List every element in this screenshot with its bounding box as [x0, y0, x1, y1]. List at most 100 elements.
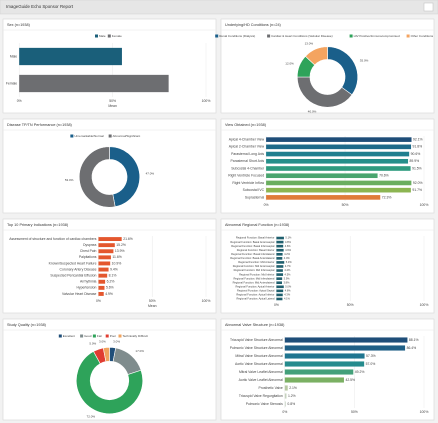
legend-label: HIV Positive/Immunocompromised: [354, 34, 400, 38]
legend-label: Renal Conditions (Dialysis): [219, 34, 255, 38]
x-tick-label: 50%: [342, 203, 349, 207]
x-tick-label: 0%: [264, 203, 269, 207]
legend-label: Technically Difficult: [123, 334, 148, 338]
value-label: 5.6%: [106, 286, 114, 290]
bar: [284, 353, 365, 359]
value-label: 4.7%: [285, 264, 292, 268]
panel-title: Disease TP/TN Performance (n=1938): [7, 123, 73, 127]
category-label: Known/Suspected Heart Failure: [49, 261, 97, 265]
slice: [109, 146, 140, 208]
bar: [98, 261, 111, 266]
slice-label: 3.0%: [113, 339, 120, 343]
bar: [276, 265, 284, 268]
legend-label: Other Conditions: [411, 34, 434, 38]
bar: [284, 385, 288, 391]
category-label: Aortic Valve Leaflet Abnormal: [239, 378, 283, 382]
value-label: 72.3%: [382, 195, 392, 199]
value-label: 3.9%: [284, 276, 291, 280]
bar: [276, 236, 284, 240]
value-label: 86.4%: [407, 346, 417, 350]
value-label: 5.1%: [285, 236, 292, 240]
legend-label: Poor: [110, 334, 116, 338]
value-label: 4.4%: [284, 268, 291, 272]
bar: [266, 173, 378, 179]
value-label: 10.9%: [112, 261, 122, 265]
legend-swatch: [118, 334, 122, 338]
value-label: 70.6%: [379, 174, 389, 178]
bar: [98, 267, 109, 272]
bar: [276, 240, 284, 244]
value-label: 90.6%: [411, 152, 421, 156]
panel: [220, 218, 435, 314]
bar: [284, 401, 286, 407]
category-label: Valvular Heart Disease: [62, 292, 97, 296]
category-label: Tricuspid Valve Structure Abnormal: [230, 338, 283, 342]
legend-label: Good: [84, 334, 92, 338]
category-label: Subcostal 4-Chamber: [231, 166, 265, 170]
bar: [266, 158, 409, 164]
panel: [2, 218, 217, 314]
value-label: 89.9%: [410, 159, 420, 163]
legend-swatch: [105, 334, 109, 338]
value-label: 57.0%: [366, 362, 376, 366]
legend-swatch: [215, 34, 219, 38]
category-label: Male: [10, 54, 17, 58]
bar: [276, 273, 284, 276]
x-tick-label: 0%: [282, 410, 287, 414]
panel-title: View Obtained (n=1938): [225, 123, 267, 127]
slice: [102, 347, 110, 362]
bar: [276, 281, 283, 285]
value-label: 8.1%: [109, 274, 117, 278]
slice-label: 12.0%: [285, 61, 294, 65]
legend-swatch: [108, 134, 112, 138]
legend-label: Abnormal/Significant: [113, 134, 141, 138]
value-label: 15.2%: [116, 243, 126, 247]
x-axis-label: Mean: [148, 304, 157, 308]
slice-label: 47.0%: [146, 171, 155, 175]
bar: [266, 137, 412, 142]
legend-swatch: [80, 334, 84, 338]
bar: [284, 369, 354, 375]
panel-title: Sex (n=1938): [7, 23, 31, 27]
value-label: 1.2%: [288, 394, 296, 398]
x-tick-label: 0%: [96, 299, 101, 303]
page-title: ImageGuide Echo Sponsor Report: [6, 4, 74, 9]
bar: [284, 393, 287, 399]
legend-swatch: [92, 334, 96, 338]
category-label: Hypertension: [76, 286, 96, 290]
category-label: Right Ventricle Focused: [228, 174, 264, 178]
category-label: Suspected Pericardial Effusion: [50, 274, 96, 278]
value-label: 92.0%: [413, 181, 423, 185]
category-label: Mitral Valve Leaflet Abnormal: [239, 370, 283, 374]
category-label: Chest Pain: [80, 249, 97, 253]
category-label: Regional Function: Basal Anterior: [236, 236, 275, 240]
value-label: 5.0%: [285, 284, 292, 288]
category-label: Regional Function: Mid Inferolateral: [233, 276, 274, 280]
value-label: 4.1%: [284, 297, 291, 301]
category-label: Palpitations: [79, 255, 97, 259]
category-label: Pulmonic Valve Stenosis: [246, 402, 283, 406]
bar: [276, 257, 283, 260]
bar: [284, 361, 365, 367]
bar: [266, 195, 381, 200]
category-label: Regional Function: Mid Anteroseptal: [233, 264, 275, 268]
bar: [284, 337, 408, 343]
menu-button[interactable]: [423, 2, 434, 12]
slice-label: 40.0%: [308, 109, 317, 113]
value-label: 49.2%: [355, 370, 365, 374]
category-label: Regional Function: Mid Inferior: [239, 272, 274, 276]
value-label: 91.8%: [413, 145, 423, 149]
bar: [284, 377, 344, 383]
x-tick-label: 50%: [149, 299, 156, 303]
value-label: 5.3%: [286, 260, 293, 264]
legend-label: Fair: [97, 334, 102, 338]
category-label: Apical 2-Chamber View: [229, 145, 265, 149]
slice-label: 17.0%: [135, 349, 144, 353]
category-label: Regional Function: Apical Inferior: [236, 293, 274, 297]
slice-label: 35.0%: [360, 58, 369, 62]
value-label: 13.9%: [115, 249, 125, 253]
value-label: 92.1%: [413, 138, 423, 142]
category-label: Regional Function: Apical Anterior: [235, 284, 274, 288]
category-label: Mitral Valve Structure Abnormal: [235, 354, 283, 358]
bar: [98, 291, 104, 296]
